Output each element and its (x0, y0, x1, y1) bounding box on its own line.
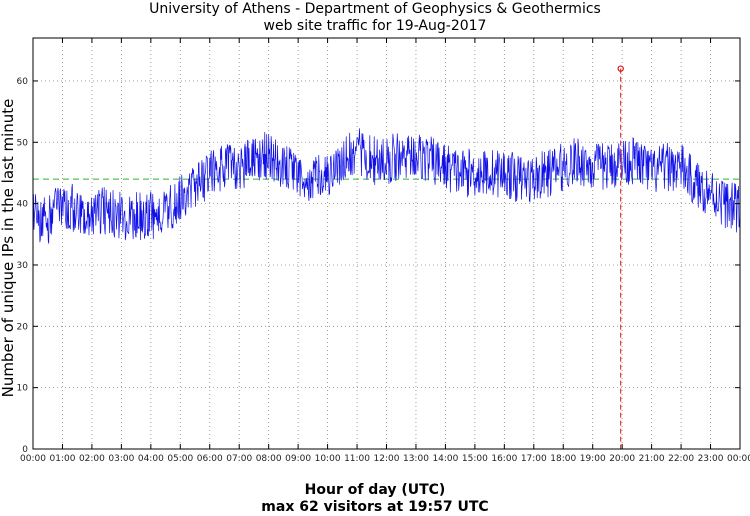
series-line (32, 128, 741, 244)
x-tick-label: 17:00 (521, 454, 547, 464)
y-tick-label: 10 (17, 384, 29, 394)
x-tick-label: 00:00 (20, 454, 46, 464)
max-marker-layer (617, 65, 624, 449)
chart-title: University of Athens - Department of Geo… (149, 1, 601, 17)
y-tick-label: 40 (17, 200, 29, 210)
y-tick-label: 0 (22, 445, 28, 455)
x-tick-label: 18:00 (550, 454, 576, 464)
y-tick-label: 30 (17, 261, 29, 271)
y-tick-label: 50 (17, 138, 29, 148)
x-tick-label: 20:00 (609, 454, 635, 464)
x-tick-label: 11:00 (344, 454, 370, 464)
x-tick-label: 14:00 (432, 454, 458, 464)
y-axis-ticks: 0 10 20 30 40 50 60 (17, 77, 740, 455)
x-tick-label: 02:00 (79, 454, 105, 464)
x-tick-label: 16:00 (491, 454, 517, 464)
x-tick-label: 08:00 (256, 454, 282, 464)
x-tick-label: 19:00 (580, 454, 606, 464)
chart-subtitle: web site traffic for 19-Aug-2017 (263, 18, 487, 34)
y-axis-label: Number of unique IPs in the last minute (0, 98, 17, 398)
x-tick-label: 15:00 (462, 454, 488, 464)
x-tick-label: 00:00 (727, 454, 750, 464)
x-tick-label: 03:00 (108, 454, 134, 464)
x-tick-label: 05:00 (167, 454, 193, 464)
max-visitors-note: max 62 visitors at 19:57 UTC (261, 499, 489, 515)
x-tick-label: 09:00 (285, 454, 311, 464)
x-tick-label: 22:00 (668, 454, 694, 464)
x-tick-label: 01:00 (49, 454, 75, 464)
x-tick-label: 12:00 (374, 454, 400, 464)
series-layer (32, 128, 741, 244)
x-tick-label: 21:00 (639, 454, 665, 464)
y-tick-label: 20 (17, 322, 29, 332)
grid (33, 38, 740, 449)
max-marker-point (617, 65, 624, 72)
x-tick-label: 23:00 (698, 454, 724, 464)
x-tick-label: 07:00 (226, 454, 252, 464)
x-axis-ticks: 00:00 01:00 02:00 03:00 04:00 05:00 06:00 07:00… (20, 38, 750, 464)
y-tick-label: 60 (17, 77, 29, 87)
x-tick-label: 06:00 (197, 454, 223, 464)
x-tick-label: 13:00 (403, 454, 429, 464)
x-axis-label: Hour of day (UTC) (304, 482, 446, 498)
x-tick-label: 04:00 (138, 454, 164, 464)
x-tick-label: 10:00 (315, 454, 341, 464)
